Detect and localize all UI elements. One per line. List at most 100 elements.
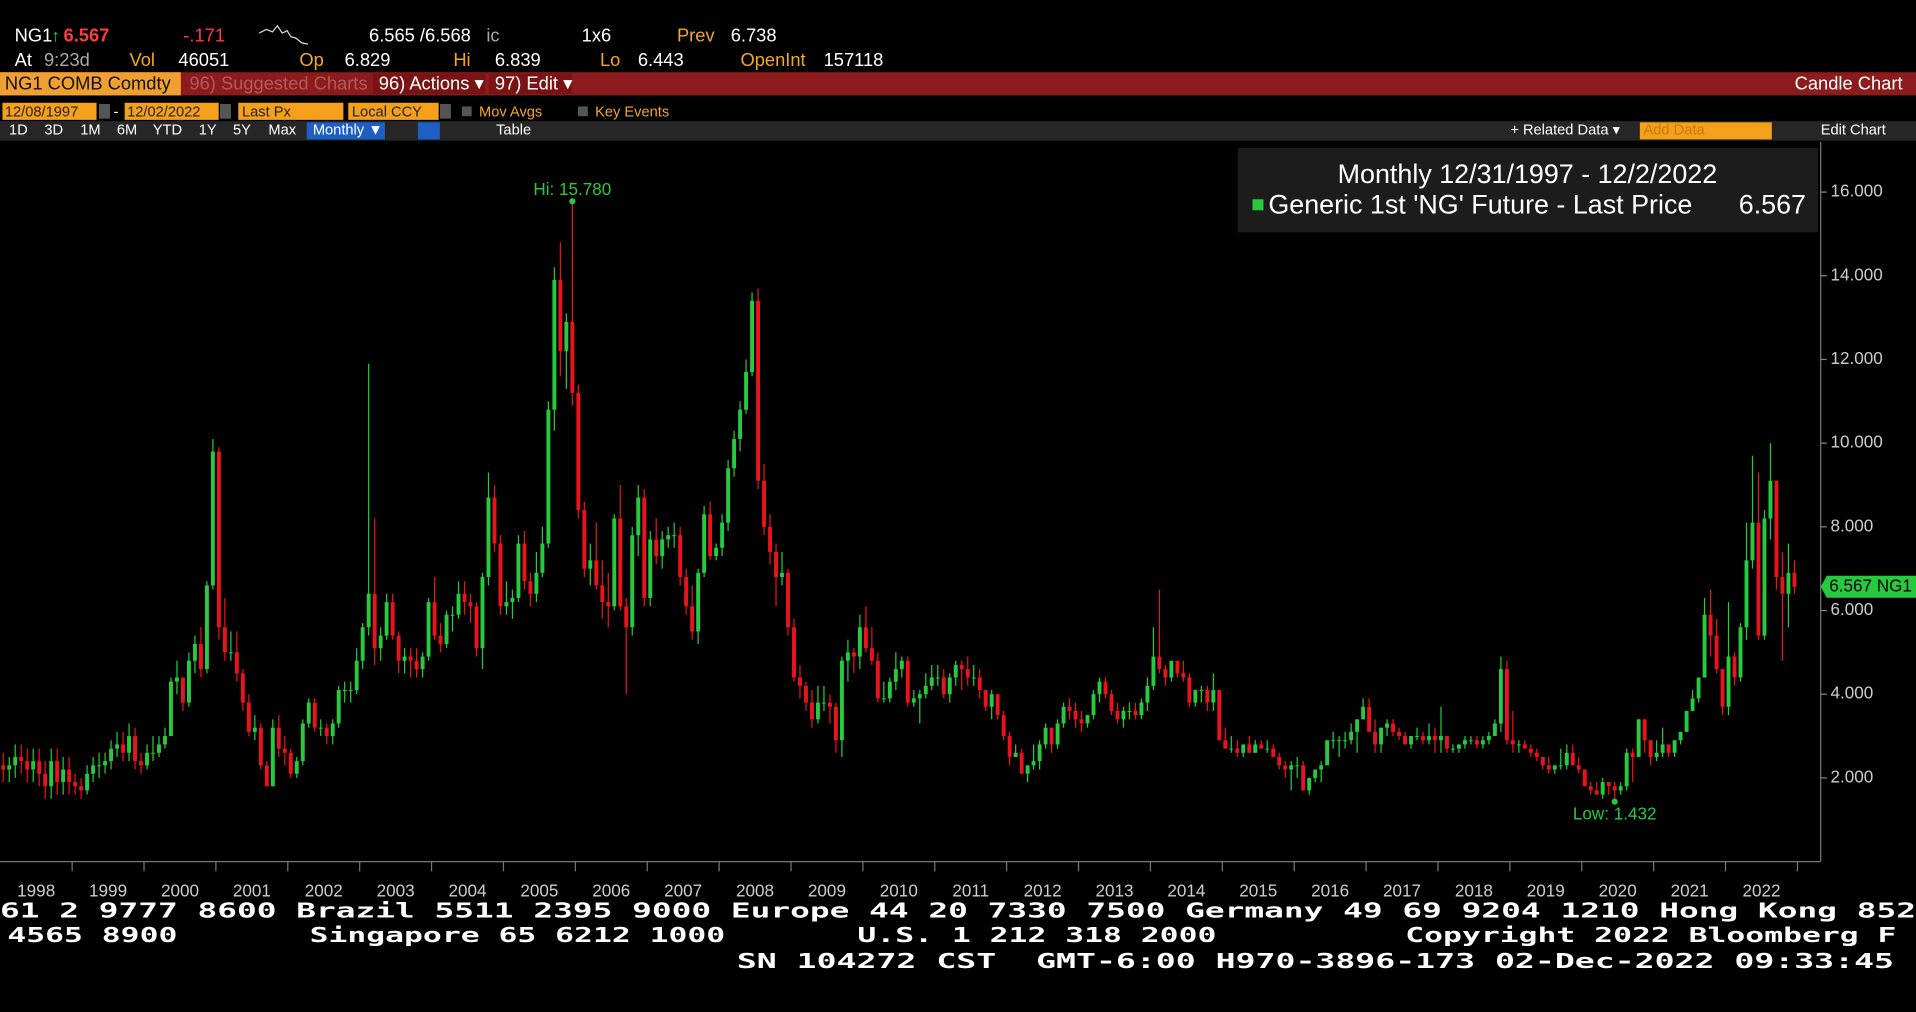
lo: 6.443 bbox=[638, 49, 684, 70]
candle-body bbox=[1624, 752, 1629, 787]
x-tick-label: 2013 bbox=[1095, 882, 1133, 901]
candle-body bbox=[1540, 756, 1545, 766]
candle-body bbox=[1666, 744, 1671, 753]
dropdown-icon[interactable] bbox=[439, 103, 451, 119]
currency-select[interactable] bbox=[348, 102, 439, 120]
vol-label: Vol bbox=[130, 49, 155, 70]
edit-button[interactable] bbox=[488, 73, 572, 95]
candle-body bbox=[851, 652, 856, 657]
candle-body bbox=[1474, 740, 1479, 745]
candle-body bbox=[1606, 782, 1611, 787]
candle-body bbox=[420, 656, 425, 670]
calendar-icon[interactable] bbox=[98, 103, 110, 119]
legend-title: Monthly 12/31/1997 - 12/2/2022 bbox=[1338, 159, 1718, 189]
candle-body bbox=[450, 614, 455, 616]
candle-body bbox=[1115, 710, 1120, 720]
range-button[interactable]: 5Y bbox=[233, 123, 251, 139]
add-data[interactable]: Add Data bbox=[1644, 123, 1706, 139]
candle-body bbox=[7, 765, 12, 770]
x-tick-label: 2008 bbox=[736, 882, 774, 901]
end-input[interactable] bbox=[124, 102, 219, 120]
add-data-input[interactable] bbox=[1639, 122, 1772, 140]
period-select[interactable] bbox=[306, 122, 385, 140]
range-button[interactable]: 6M bbox=[117, 123, 137, 139]
security-box[interactable] bbox=[0, 72, 181, 96]
candle-body bbox=[396, 635, 401, 661]
mov-avgs[interactable]: Mov Avgs bbox=[479, 104, 542, 120]
edit-chart[interactable]: Edit Chart bbox=[1821, 123, 1886, 139]
legend-last-price: 6.567 bbox=[1739, 190, 1806, 220]
candle-body bbox=[570, 321, 575, 393]
y-tick-label: 10.000 bbox=[1830, 433, 1882, 452]
candle-body bbox=[1768, 480, 1773, 519]
candle-body bbox=[504, 602, 509, 607]
y-tick-label: 16.000 bbox=[1830, 182, 1882, 201]
candle-body bbox=[1145, 685, 1150, 703]
candle-body bbox=[133, 736, 137, 762]
candle-body bbox=[1157, 656, 1162, 670]
candle-body bbox=[1349, 731, 1354, 741]
tape-line: SN 104272 CST GMT-6:00 H970-3896-173 02-… bbox=[737, 949, 1894, 973]
candle-body bbox=[115, 744, 120, 749]
candle-body bbox=[25, 761, 30, 770]
start-date[interactable]: 12/08/1997 bbox=[5, 104, 78, 120]
currency[interactable]: Local CCY bbox=[352, 104, 422, 120]
candle-body bbox=[558, 279, 563, 352]
range-button[interactable]: 1Y bbox=[199, 123, 217, 139]
field[interactable]: Last Px bbox=[242, 104, 292, 120]
candle-body bbox=[169, 681, 173, 737]
dash: - bbox=[114, 104, 119, 120]
low-marker bbox=[1611, 798, 1618, 805]
candle-body bbox=[1762, 518, 1767, 636]
candle-body bbox=[1714, 635, 1719, 670]
candle-body bbox=[1259, 744, 1264, 749]
checkbox[interactable] bbox=[577, 106, 588, 117]
end-date[interactable]: 12/02/2022 bbox=[127, 104, 200, 120]
range-button[interactable]: 1M bbox=[80, 123, 100, 139]
security[interactable]: NG1 COMB Comdty bbox=[5, 72, 172, 93]
x-tick-label: 2012 bbox=[1024, 882, 1062, 901]
range-button[interactable]: 1D bbox=[9, 123, 28, 139]
table[interactable]: Table bbox=[496, 123, 531, 139]
actions[interactable]: 96) Actions ▾ bbox=[379, 72, 484, 93]
oi: 157118 bbox=[824, 49, 884, 70]
field-select[interactable] bbox=[238, 102, 344, 120]
checkbox[interactable] bbox=[461, 106, 472, 117]
candle-body bbox=[1486, 736, 1491, 741]
x-tick-label: 2011 bbox=[952, 882, 989, 901]
candle-body bbox=[618, 518, 623, 607]
period[interactable]: Monthly ▼ bbox=[313, 123, 383, 139]
x-tick-label: 2018 bbox=[1455, 882, 1493, 901]
candle-body bbox=[1588, 786, 1593, 791]
candle-body bbox=[1319, 765, 1324, 770]
candle-body bbox=[1462, 740, 1467, 745]
candle-body bbox=[977, 677, 982, 691]
edit[interactable]: 97) Edit ▾ bbox=[495, 72, 572, 93]
candle-body bbox=[1421, 736, 1425, 741]
candle-body bbox=[792, 627, 796, 678]
key-events[interactable]: Key Events bbox=[595, 104, 669, 120]
candle-body bbox=[192, 643, 197, 661]
candle-body bbox=[1133, 710, 1138, 716]
candle-body bbox=[1241, 744, 1246, 753]
range-button[interactable]: YTD bbox=[153, 123, 182, 139]
at-label: At bbox=[15, 49, 32, 70]
bid-ask: 6.565 /6.568 bbox=[369, 25, 471, 46]
calendar-icon[interactable] bbox=[219, 103, 231, 119]
chart-icon[interactable] bbox=[417, 122, 440, 140]
range-button[interactable]: 3D bbox=[44, 123, 63, 139]
candle-body bbox=[1097, 681, 1102, 695]
x-tick-label: 2006 bbox=[592, 882, 630, 901]
suggested-charts[interactable]: 96) Suggested Charts bbox=[189, 72, 367, 93]
candle-body bbox=[1630, 752, 1635, 757]
related-data[interactable]: + Related Data ▾ bbox=[1510, 123, 1620, 139]
actions-button[interactable] bbox=[372, 73, 486, 95]
candle-body bbox=[1223, 740, 1228, 749]
range-button[interactable]: Max bbox=[268, 123, 296, 139]
candle-body bbox=[510, 597, 515, 603]
candle-body bbox=[49, 761, 54, 787]
candle-body bbox=[953, 664, 958, 678]
start-input[interactable] bbox=[2, 102, 97, 120]
candle-body bbox=[1702, 614, 1707, 678]
candle-body bbox=[276, 727, 281, 749]
